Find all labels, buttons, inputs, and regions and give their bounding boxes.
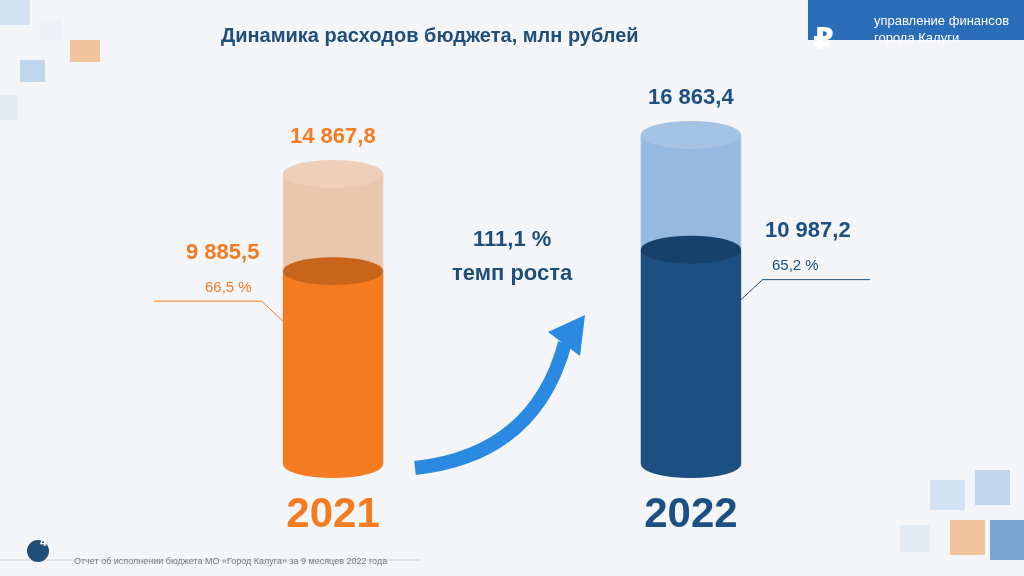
svg-text:Динамика расходов бюджета, млн: Динамика расходов бюджета, млн рублей	[221, 24, 639, 46]
svg-text:16 863,4: 16 863,4	[648, 84, 734, 109]
svg-text:2022: 2022	[644, 489, 737, 536]
svg-text:9 885,5: 9 885,5	[186, 239, 259, 264]
svg-text:темп роста: темп роста	[452, 260, 573, 285]
svg-text:управление финансов: управление финансов	[874, 13, 1009, 28]
svg-text:14 867,8: 14 867,8	[290, 123, 376, 148]
svg-text:66,5 %: 66,5 %	[205, 278, 252, 295]
svg-text:города Калуги: города Калуги	[874, 30, 959, 45]
svg-text:Отчет об исполнении бюджета МО: Отчет об исполнении бюджета МО «Город Ка…	[74, 556, 387, 566]
svg-text:4: 4	[40, 535, 47, 549]
svg-text:2021: 2021	[286, 489, 379, 536]
svg-text:10 987,2: 10 987,2	[765, 217, 851, 242]
svg-text:₽: ₽	[813, 22, 834, 55]
svg-text:111,1 %: 111,1 %	[473, 226, 551, 251]
svg-text:65,2 %: 65,2 %	[772, 256, 819, 273]
